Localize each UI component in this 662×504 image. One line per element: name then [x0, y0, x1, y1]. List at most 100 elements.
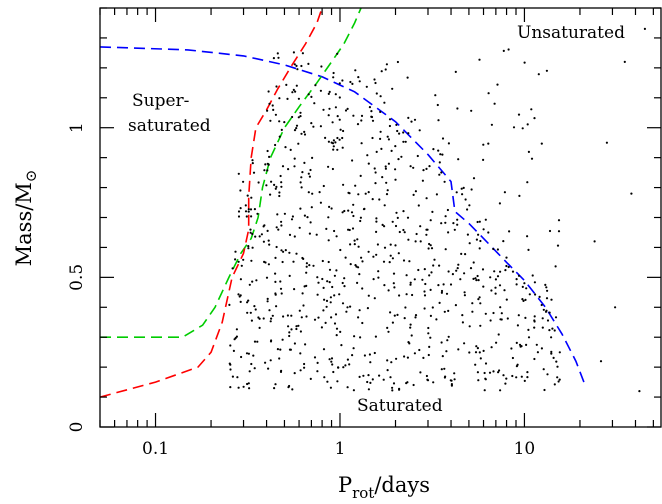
data-point [395, 211, 398, 214]
data-point [356, 281, 359, 284]
data-point [268, 243, 271, 246]
data-point [266, 297, 269, 300]
data-point [494, 286, 497, 289]
data-point [310, 95, 313, 98]
data-point [237, 260, 240, 263]
data-point [249, 228, 252, 231]
data-point [252, 354, 255, 357]
data-point [477, 379, 480, 382]
data-point [249, 208, 253, 211]
data-point [391, 220, 394, 223]
data-point [496, 248, 499, 251]
data-point [530, 108, 533, 111]
data-point [533, 319, 536, 322]
data-point [544, 310, 548, 313]
data-point [402, 259, 406, 262]
data-point [487, 231, 490, 234]
data-point [476, 274, 479, 278]
data-point [367, 388, 370, 391]
data-point [305, 284, 308, 287]
data-point [361, 321, 364, 325]
data-point [402, 228, 405, 232]
data-point [246, 194, 249, 197]
data-point [352, 203, 355, 206]
data-point [317, 281, 320, 284]
data-point [474, 277, 477, 280]
x-axis-label-main: P [338, 473, 352, 497]
data-point [472, 261, 475, 264]
data-point [447, 270, 450, 273]
data-point [300, 176, 303, 179]
data-point [530, 157, 534, 160]
data-point [472, 277, 475, 280]
data-point [396, 216, 399, 219]
data-point [268, 155, 271, 158]
data-point [338, 82, 341, 85]
data-point [273, 183, 276, 186]
data-point [503, 191, 506, 194]
data-point [320, 326, 323, 329]
data-point [545, 297, 549, 300]
data-point [336, 115, 339, 118]
data-point [278, 120, 281, 123]
data-point [329, 296, 332, 299]
data-point [278, 191, 281, 194]
data-point [523, 282, 526, 285]
data-point [384, 68, 387, 71]
data-point [234, 336, 237, 340]
data-point [430, 247, 434, 250]
data-point [404, 306, 407, 309]
data-point [614, 306, 617, 309]
data-point [274, 187, 277, 190]
data-point [533, 281, 537, 284]
data-point [503, 289, 506, 292]
data-point [456, 218, 459, 221]
data-point [274, 292, 277, 295]
data-point [382, 260, 386, 263]
data-point [479, 239, 482, 243]
data-point [330, 316, 333, 319]
data-point [415, 232, 418, 236]
data-point [379, 110, 382, 113]
data-point [350, 211, 354, 214]
data-point [276, 213, 279, 216]
data-point [369, 381, 372, 384]
data-point [435, 193, 438, 196]
data-point [412, 193, 415, 196]
red-threshold-curve [99, 7, 323, 398]
data-point [371, 136, 374, 140]
data-point [347, 209, 350, 212]
data-point [394, 178, 397, 181]
data-point [293, 235, 296, 238]
data-point [493, 270, 496, 273]
data-point [409, 283, 412, 286]
data-point [440, 341, 443, 344]
data-point [346, 306, 349, 309]
data-point [528, 293, 531, 296]
data-point [524, 316, 527, 319]
data-point [398, 132, 401, 135]
data-point [558, 378, 561, 381]
data-point [325, 305, 328, 308]
data-point [228, 303, 231, 306]
data-point [414, 316, 417, 319]
data-point [242, 385, 245, 388]
data-point [278, 357, 281, 360]
data-point [542, 368, 545, 371]
data-point [471, 302, 474, 305]
data-point [254, 308, 257, 311]
data-point [373, 167, 376, 170]
data-point [556, 365, 559, 368]
data-point [551, 327, 554, 330]
data-point [235, 328, 238, 331]
data-point [403, 317, 406, 320]
data-point [359, 336, 362, 339]
data-point [505, 377, 508, 380]
data-point [372, 278, 375, 281]
data-point [435, 318, 438, 321]
data-point [269, 320, 272, 323]
data-point [527, 150, 531, 153]
data-point [490, 289, 493, 292]
data-point [541, 317, 544, 320]
